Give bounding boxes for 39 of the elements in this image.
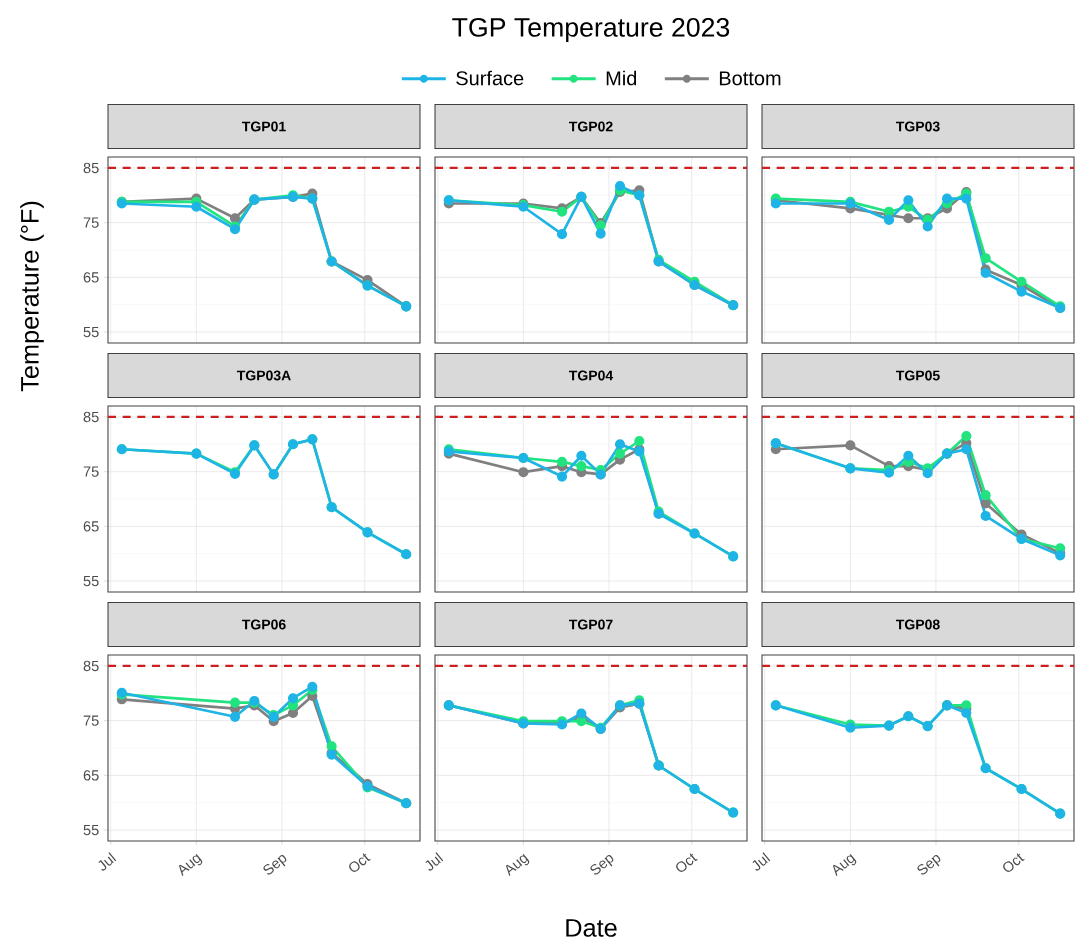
y-tick-label: 85 bbox=[83, 411, 99, 423]
text: TGP Temperature 2023 bbox=[452, 17, 730, 43]
x-tick-label: Oct bbox=[676, 853, 698, 872]
x-tick-label: Jul bbox=[752, 852, 771, 871]
x-tick-label: Jul bbox=[98, 852, 117, 871]
x-tick-label: Aug bbox=[178, 854, 203, 877]
y-tick-label: 65 bbox=[83, 521, 99, 532]
chart-title: TGP01 bbox=[241, 121, 286, 132]
y-tick-label: 55 bbox=[83, 824, 99, 836]
chart-title: TGP03 bbox=[896, 121, 940, 132]
x-tick-label: Oct bbox=[349, 853, 371, 872]
chart-title: TGP07 bbox=[569, 619, 613, 630]
legend-label: Mid bbox=[606, 70, 637, 86]
chart-title: TGP02 bbox=[569, 121, 613, 132]
x-axis-title: Date bbox=[566, 919, 617, 937]
x-tick-label: Jul bbox=[425, 852, 444, 871]
y-tick-label: 75 bbox=[83, 466, 99, 477]
y-axis-title: Temperature (°F) bbox=[20, 201, 44, 392]
x-tick-label: Oct bbox=[1003, 853, 1025, 872]
y-tick-label: 75 bbox=[83, 715, 99, 726]
x-tick-label: Aug bbox=[832, 854, 857, 877]
chart-title: TGP08 bbox=[896, 619, 940, 630]
y-tick-label: 85 bbox=[83, 162, 99, 174]
y-tick-label: 85 bbox=[83, 660, 99, 672]
y-tick-label: 55 bbox=[83, 575, 99, 587]
x-tick-label: Aug bbox=[505, 854, 530, 877]
y-tick-label: 65 bbox=[83, 770, 99, 781]
legend-label: Bottom bbox=[719, 71, 781, 86]
chart-title: TGP03A bbox=[236, 370, 291, 381]
chart-title: TGP06 bbox=[241, 619, 286, 630]
legend-label: Surface bbox=[456, 70, 524, 86]
x-tick-label: Sep bbox=[590, 854, 614, 875]
chart-title: TGP04 bbox=[569, 370, 614, 381]
x-tick-label: Sep bbox=[917, 854, 941, 875]
y-tick-label: 75 bbox=[83, 217, 99, 228]
y-tick-label: 65 bbox=[83, 272, 99, 283]
chart-title: TGP05 bbox=[896, 370, 940, 381]
y-tick-label: 55 bbox=[83, 326, 99, 338]
x-tick-label: Sep bbox=[263, 854, 287, 875]
